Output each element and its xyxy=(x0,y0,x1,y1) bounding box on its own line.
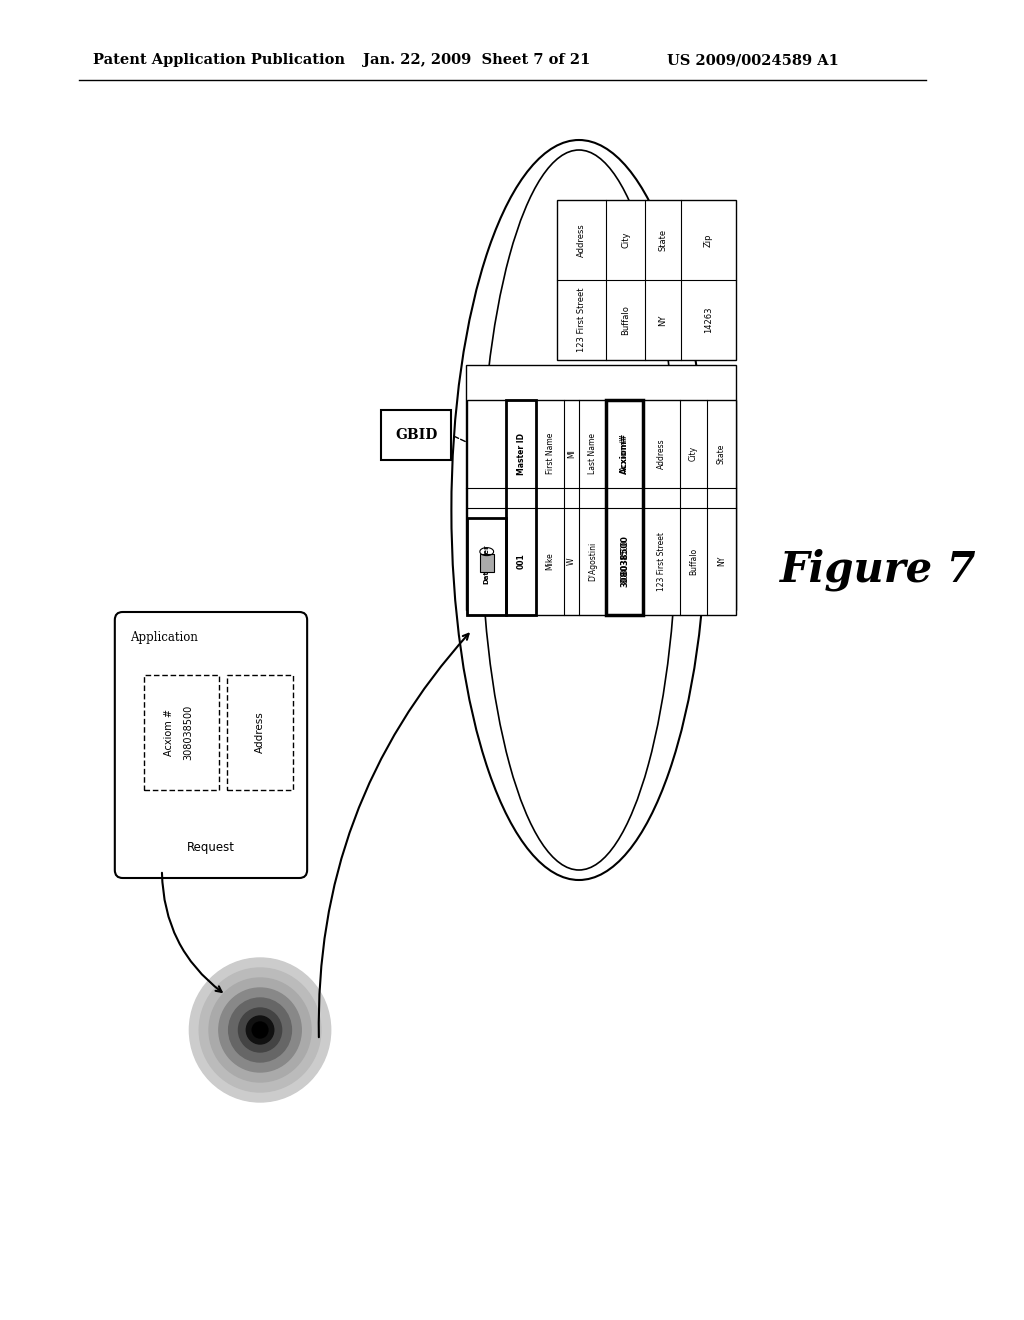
Circle shape xyxy=(247,1016,273,1044)
Circle shape xyxy=(209,978,311,1082)
Text: Buffalo: Buffalo xyxy=(689,548,697,574)
Text: Address: Address xyxy=(255,711,265,754)
Text: 308038500: 308038500 xyxy=(621,540,629,583)
Text: Acxiom#: Acxiom# xyxy=(621,437,629,471)
Text: Acxiom #: Acxiom # xyxy=(164,709,174,756)
Bar xyxy=(606,400,643,615)
Circle shape xyxy=(252,1022,268,1038)
Text: First Name: First Name xyxy=(546,433,555,474)
Text: 123 First Street: 123 First Street xyxy=(578,288,587,352)
Text: Last Name: Last Name xyxy=(588,433,597,474)
Text: NY: NY xyxy=(658,314,668,326)
Text: D'Agostini: D'Agostini xyxy=(588,541,597,581)
FancyBboxPatch shape xyxy=(115,612,307,878)
Text: Master: Master xyxy=(483,545,489,573)
Text: Patent Application Publication: Patent Application Publication xyxy=(93,53,345,67)
Bar xyxy=(226,675,294,789)
Text: 308038500: 308038500 xyxy=(621,536,629,587)
Text: Acxiom#: Acxiom# xyxy=(621,433,629,474)
Text: Zip: Zip xyxy=(703,234,713,247)
Text: Data: Data xyxy=(483,565,489,583)
Circle shape xyxy=(228,998,292,1063)
Ellipse shape xyxy=(452,140,707,880)
Bar xyxy=(467,519,506,615)
Text: NY: NY xyxy=(717,556,726,566)
Text: 14263: 14263 xyxy=(703,306,713,333)
Bar xyxy=(467,400,736,615)
Text: Mike: Mike xyxy=(546,552,555,570)
Text: Request: Request xyxy=(187,842,234,854)
Bar xyxy=(557,201,736,360)
Text: Master ID: Master ID xyxy=(516,433,525,475)
Text: US 2009/0024589 A1: US 2009/0024589 A1 xyxy=(668,53,839,67)
Text: State: State xyxy=(658,228,668,251)
Text: 123 First Street: 123 First Street xyxy=(656,532,666,591)
Text: 001: 001 xyxy=(516,553,525,569)
Bar xyxy=(480,553,494,572)
Circle shape xyxy=(200,968,321,1092)
Text: GBID: GBID xyxy=(395,428,437,442)
Text: State: State xyxy=(717,444,726,463)
Text: City: City xyxy=(622,232,630,248)
Bar xyxy=(381,411,452,459)
Text: Application: Application xyxy=(130,631,199,644)
Bar xyxy=(506,400,536,615)
Circle shape xyxy=(189,958,331,1102)
Text: 308038500: 308038500 xyxy=(183,705,194,760)
Text: Jan. 22, 2009  Sheet 7 of 21: Jan. 22, 2009 Sheet 7 of 21 xyxy=(364,53,591,67)
Circle shape xyxy=(239,1008,282,1052)
Text: Address: Address xyxy=(578,223,587,257)
Text: Buffalo: Buffalo xyxy=(622,305,630,335)
Bar xyxy=(144,675,219,789)
Circle shape xyxy=(219,987,301,1072)
Text: W: W xyxy=(567,557,577,565)
Text: City: City xyxy=(689,446,697,461)
Text: MI: MI xyxy=(567,449,577,458)
Text: Address: Address xyxy=(656,438,666,469)
Text: Figure 7: Figure 7 xyxy=(780,549,977,591)
Bar xyxy=(466,366,736,610)
